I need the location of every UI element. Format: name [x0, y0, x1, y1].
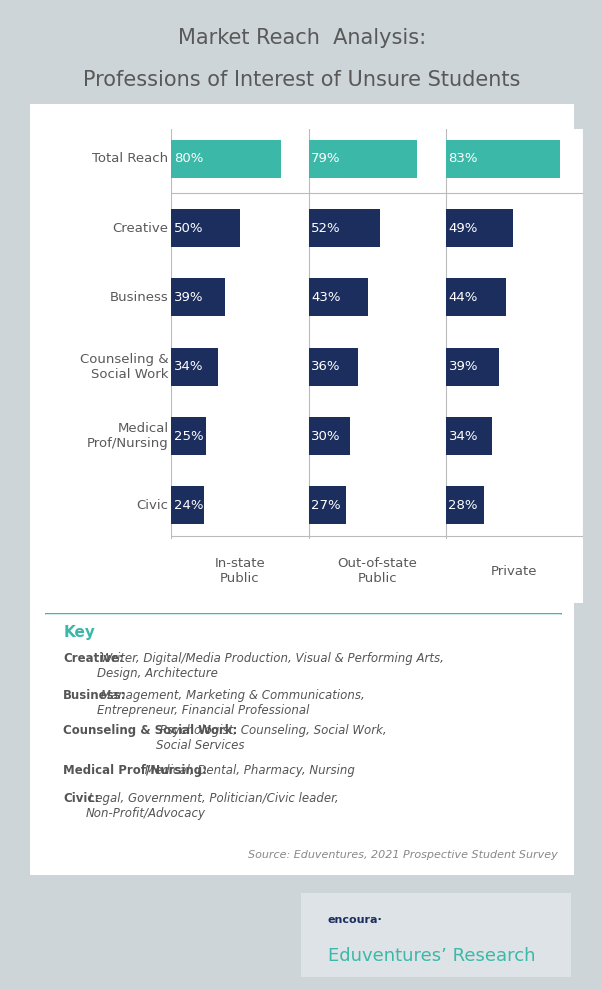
Text: 24%: 24%: [174, 498, 204, 512]
Text: 83%: 83%: [448, 152, 478, 165]
Text: 39%: 39%: [448, 360, 478, 373]
Text: 39%: 39%: [174, 291, 204, 304]
Text: 30%: 30%: [311, 429, 341, 442]
Text: Writer, Digital/Media Production, Visual & Performing Arts,
Design, Architecture: Writer, Digital/Media Production, Visual…: [97, 652, 444, 680]
Text: Medical Prof/Nursing:: Medical Prof/Nursing:: [63, 764, 207, 777]
Text: Management, Marketing & Communications,
Entrepreneur, Financial Professional: Management, Marketing & Communications, …: [97, 688, 364, 717]
Text: Medical
Prof/Nursing: Medical Prof/Nursing: [87, 422, 168, 450]
Text: Medical, Dental, Pharmacy, Nursing: Medical, Dental, Pharmacy, Nursing: [141, 764, 355, 777]
Text: Legal, Government, Politician/Civic leader,
Non-Profit/Advocacy: Legal, Government, Politician/Civic lead…: [85, 792, 339, 820]
Text: 34%: 34%: [448, 429, 478, 442]
Bar: [171, 209, 240, 247]
Text: Professions of Interest of Unsure Students: Professions of Interest of Unsure Studen…: [84, 70, 520, 90]
Text: 52%: 52%: [311, 222, 341, 234]
Text: Civic:: Civic:: [63, 792, 99, 805]
Text: 44%: 44%: [448, 291, 478, 304]
Text: 80%: 80%: [174, 152, 203, 165]
Text: Creative:: Creative:: [63, 652, 124, 666]
Bar: [446, 209, 513, 247]
Bar: [171, 278, 225, 316]
Text: 36%: 36%: [311, 360, 341, 373]
Bar: [308, 209, 380, 247]
Text: 25%: 25%: [174, 429, 204, 442]
Bar: [308, 487, 346, 524]
Text: In-state
Public: In-state Public: [215, 557, 265, 585]
Text: Source: Eduventures, 2021 Prospective Student Survey: Source: Eduventures, 2021 Prospective St…: [248, 851, 558, 860]
Text: 27%: 27%: [311, 498, 341, 512]
Text: Business:: Business:: [63, 688, 127, 702]
Text: Market Reach  Analysis:: Market Reach Analysis:: [178, 28, 426, 48]
Bar: [308, 348, 358, 386]
Text: encoura·: encoura·: [328, 915, 382, 925]
Bar: [308, 139, 417, 178]
Text: Counseling & Social Work:: Counseling & Social Work:: [63, 724, 237, 738]
Bar: [171, 348, 218, 386]
Bar: [446, 139, 560, 178]
Bar: [446, 278, 506, 316]
Bar: [308, 417, 350, 455]
Text: 50%: 50%: [174, 222, 204, 234]
Text: Private: Private: [491, 565, 538, 578]
Bar: [308, 278, 368, 316]
Bar: [171, 417, 206, 455]
Text: Creative: Creative: [112, 222, 168, 234]
Text: 28%: 28%: [448, 498, 478, 512]
Text: 43%: 43%: [311, 291, 341, 304]
Bar: [446, 417, 492, 455]
Text: Total Reach: Total Reach: [93, 152, 168, 165]
Text: Counseling &
Social Work: Counseling & Social Work: [80, 353, 168, 381]
Text: Key: Key: [63, 625, 95, 641]
Text: Business: Business: [110, 291, 168, 304]
Text: 49%: 49%: [448, 222, 478, 234]
Text: 34%: 34%: [174, 360, 204, 373]
Text: Civic: Civic: [136, 498, 168, 512]
FancyBboxPatch shape: [40, 613, 566, 837]
Bar: [446, 348, 499, 386]
Text: Eduventures’ Research: Eduventures’ Research: [328, 947, 535, 965]
Bar: [446, 487, 484, 524]
Bar: [171, 139, 281, 178]
Text: Psychologist, Counseling, Social Work,
Social Services: Psychologist, Counseling, Social Work, S…: [156, 724, 387, 753]
Text: 79%: 79%: [311, 152, 341, 165]
Text: Out-of-state
Public: Out-of-state Public: [337, 557, 417, 585]
Bar: [171, 487, 204, 524]
